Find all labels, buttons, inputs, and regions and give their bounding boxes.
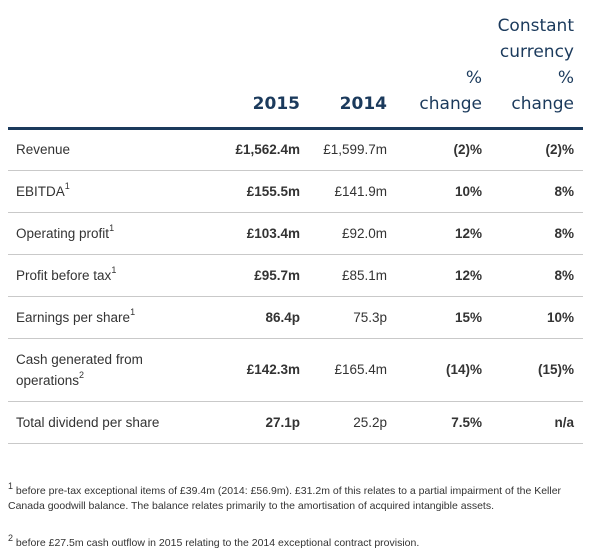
footnote: 2 before £27.5m cash outflow in 2015 rel…: [8, 532, 583, 551]
row-label: Operating profit1: [8, 212, 220, 255]
row-label-text: Total dividend per share: [16, 414, 160, 430]
table-row: Revenue £1,562.4m £1,599.7m (2)% (2)%: [8, 128, 583, 171]
value-2014: £92.0m: [309, 212, 396, 255]
row-label-text: Cash generated from operations: [16, 351, 143, 388]
row-label-text: Operating profit: [16, 225, 110, 241]
table-row: Profit before tax1 £95.7m £85.1m 12% 8%: [8, 254, 583, 297]
value-2014: 75.3p: [309, 296, 396, 339]
footnote-marker: 2: [8, 532, 14, 543]
value-cc-change: 10%: [491, 296, 583, 339]
value-cc-change: 8%: [491, 170, 583, 213]
value-2015: £95.7m: [220, 254, 309, 297]
header-cc-line3: %: [557, 67, 574, 88]
value-2014: £141.9m: [309, 170, 396, 213]
value-2014: £165.4m: [309, 338, 396, 402]
value-2015: £1,562.4m: [220, 128, 309, 171]
value-2014: £85.1m: [309, 254, 396, 297]
header-constant-currency: Constant currency% change: [491, 0, 583, 130]
footnote-text: before pre-tax exceptional items of £39.…: [8, 485, 562, 512]
value-pct-change: 7.5%: [396, 401, 491, 444]
header-row: 2015 2014 % change Constant currency% chang…: [8, 0, 583, 130]
value-2015: £155.5m: [220, 170, 309, 213]
header-pct-change-line1: %: [465, 67, 482, 88]
table-row: EBITDA1 £155.5m £141.9m 10% 8%: [8, 170, 583, 213]
value-cc-change: 8%: [491, 254, 583, 297]
value-cc-change: 8%: [491, 212, 583, 255]
value-pct-change: 10%: [396, 170, 491, 213]
footnote-text: before £27.5m cash outflow in 2015 relat…: [13, 537, 420, 549]
row-label: Earnings per share1: [8, 296, 220, 339]
footnote-marker: 1: [8, 480, 14, 491]
table-row: Operating profit1 £103.4m £92.0m 12% 8%: [8, 212, 583, 255]
value-2014: 25.2p: [309, 401, 396, 444]
footnote-marker: 2: [79, 370, 85, 380]
table-row: Earnings per share1 86.4p 75.3p 15% 10%: [8, 296, 583, 339]
row-label-text: EBITDA: [16, 183, 65, 199]
footnote-marker: 1: [109, 223, 115, 233]
header-cc-line4: change: [511, 93, 574, 114]
header-label-cell: [8, 0, 220, 130]
footnote-marker: 1: [111, 265, 117, 275]
value-pct-change: 15%: [396, 296, 491, 339]
row-label: Revenue: [8, 128, 220, 171]
table-row: Cash generated from operations2 £142.3m …: [8, 338, 583, 402]
value-2015: £142.3m: [220, 338, 309, 402]
row-label: EBITDA1: [8, 170, 220, 213]
footnote-marker: 1: [64, 181, 70, 191]
value-cc-change: (2)%: [491, 128, 583, 171]
row-label-text: Revenue: [16, 142, 71, 157]
table-row: Total dividend per share 27.1p 25.2p 7.5…: [8, 401, 583, 444]
value-cc-change: n/a: [491, 401, 583, 444]
value-pct-change: (14)%: [396, 338, 491, 402]
header-cc-line2: currency: [499, 41, 574, 62]
row-label: Cash generated from operations2: [8, 338, 220, 402]
footnote: 1 before pre-tax exceptional items of £3…: [8, 480, 583, 514]
header-cc-line1: Constant: [497, 15, 574, 36]
row-label: Profit before tax1: [8, 254, 220, 297]
header-pct-change: % change: [396, 0, 491, 130]
value-2014: £1,599.7m: [309, 128, 396, 171]
value-pct-change: 12%: [396, 212, 491, 255]
footnote-marker: 1: [130, 307, 136, 317]
row-label: Total dividend per share: [8, 401, 220, 444]
footnotes: 1 before pre-tax exceptional items of £3…: [8, 480, 583, 551]
value-2015: 27.1p: [220, 401, 309, 444]
value-pct-change: (2)%: [396, 128, 491, 171]
value-pct-change: 12%: [396, 254, 491, 297]
financial-summary-table: 2015 2014 % change Constant currency% chang…: [8, 0, 583, 444]
financial-summary-table-wrap: 2015 2014 % change Constant currency% chang…: [8, 0, 583, 444]
header-2014: 2014: [309, 0, 396, 130]
row-label-text: Profit before tax: [16, 267, 112, 283]
value-2015: 86.4p: [220, 296, 309, 339]
header-pct-change-line2: change: [419, 93, 482, 114]
value-2015: £103.4m: [220, 212, 309, 255]
row-label-text: Earnings per share: [16, 309, 131, 325]
value-cc-change: (15)%: [491, 338, 583, 402]
header-2015: 2015: [220, 0, 309, 130]
